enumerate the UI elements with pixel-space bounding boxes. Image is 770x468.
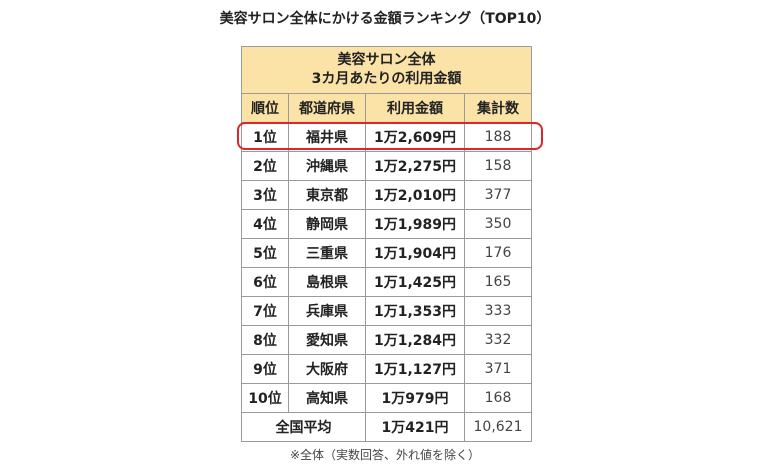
rank-cell: 3位: [241, 180, 289, 210]
rank-cell: 7位: [241, 296, 289, 326]
average-amount: 1万421円: [365, 412, 465, 442]
page-title: 美容サロン全体にかける金額ランキング（TOP10）: [219, 11, 551, 27]
count-cell: 350: [464, 209, 532, 239]
prefecture-cell: 愛知県: [288, 325, 366, 355]
table-header-line2: 3カ月あたりの利用金額: [311, 71, 462, 87]
table-row: 1位 福井県 1万2,609円 188: [241, 122, 532, 152]
table-body: 1位 福井県 1万2,609円 188 2位 沖縄県 1万2,275円 158 3位 東京都 1万2…: [241, 122, 532, 413]
rank-cell: 2位: [241, 151, 289, 181]
average-count: 10,621: [464, 412, 532, 442]
prefecture-cell: 三重県: [288, 238, 366, 268]
ranking-table: 美容サロン全体 3カ月あたりの利用金額 順位 都道府県 利用金額 集計数 1位福…: [241, 46, 532, 442]
prefecture-cell: 大阪府: [288, 354, 366, 384]
table-header-title: 美容サロン全体 3カ月あたりの利用金額: [241, 46, 532, 94]
amount-cell: 1万979円: [365, 383, 465, 413]
prefecture-cell: 沖縄県: [288, 151, 366, 181]
amount-cell: 1万1,904円: [365, 238, 465, 268]
amount-cell: 1万2,275円: [365, 151, 465, 181]
table-average-row: 全国平均 1万421円 10,621: [241, 412, 532, 442]
rank-cell: 8位: [241, 325, 289, 355]
table-row: 10位 高知県 1万979円 168: [241, 383, 532, 413]
amount-cell: 1万1,284円: [365, 325, 465, 355]
table-row: 4位 静岡県 1万1,989円 350: [241, 209, 532, 239]
prefecture-cell: 東京都: [288, 180, 366, 210]
count-cell: 371: [464, 354, 532, 384]
table-column-header-row: 順位 都道府県 利用金額 集計数: [241, 93, 532, 123]
count-cell: 188: [464, 122, 532, 152]
column-header-rank: 順位: [241, 93, 289, 123]
table-row: 9位 大阪府 1万1,127円 371: [241, 354, 532, 384]
rank-cell: 5位: [241, 238, 289, 268]
prefecture-cell: 兵庫県: [288, 296, 366, 326]
table-row: 7位 兵庫県 1万1,353円 333: [241, 296, 532, 326]
table-row: 3位 東京都 1万2,010円 377: [241, 180, 532, 210]
count-cell: 165: [464, 267, 532, 297]
count-cell: 158: [464, 151, 532, 181]
column-header-prefecture: 都道府県: [288, 93, 366, 123]
count-cell: 168: [464, 383, 532, 413]
table-header-line1: 美容サロン全体: [337, 52, 436, 68]
footnote: ※全体（実数回答、外れ値を除く）: [289, 448, 481, 462]
column-header-count: 集計数: [464, 93, 532, 123]
count-cell: 176: [464, 238, 532, 268]
prefecture-cell: 高知県: [288, 383, 366, 413]
amount-cell: 1万1,425円: [365, 267, 465, 297]
amount-cell: 1万1,353円: [365, 296, 465, 326]
rank-cell: 1位: [241, 122, 289, 152]
table-header-top-row: 美容サロン全体 3カ月あたりの利用金額: [241, 46, 532, 94]
rank-cell: 4位: [241, 209, 289, 239]
table-row: 2位 沖縄県 1万2,275円 158: [241, 151, 532, 181]
prefecture-cell: 福井県: [288, 122, 366, 152]
amount-cell: 1万2,609円: [365, 122, 465, 152]
amount-cell: 1万1,989円: [365, 209, 465, 239]
table-row: 5位 三重県 1万1,904円 176: [241, 238, 532, 268]
count-cell: 377: [464, 180, 532, 210]
table-row: 8位 愛知県 1万1,284円 332: [241, 325, 532, 355]
rank-cell: 9位: [241, 354, 289, 384]
count-cell: 332: [464, 325, 532, 355]
average-label: 全国平均: [241, 412, 366, 442]
rank-cell: 6位: [241, 267, 289, 297]
column-header-amount: 利用金額: [365, 93, 465, 123]
rank-cell: 10位: [241, 383, 289, 413]
amount-cell: 1万2,010円: [365, 180, 465, 210]
prefecture-cell: 静岡県: [288, 209, 366, 239]
amount-cell: 1万1,127円: [365, 354, 465, 384]
prefecture-cell: 島根県: [288, 267, 366, 297]
count-cell: 333: [464, 296, 532, 326]
table-row: 6位 島根県 1万1,425円 165: [241, 267, 532, 297]
